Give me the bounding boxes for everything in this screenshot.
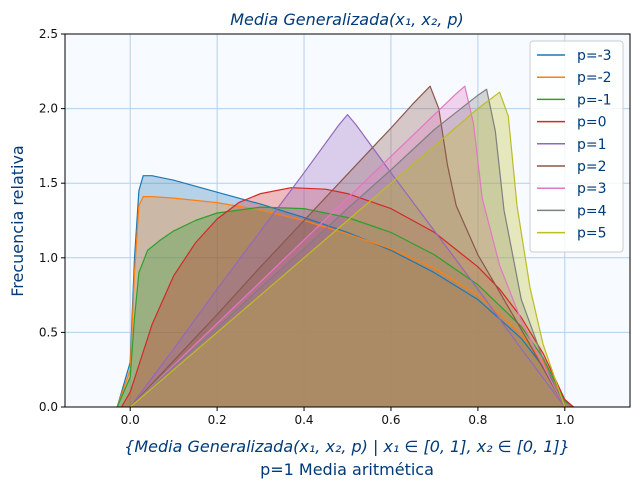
y-axis-label: Frecuencia relativa xyxy=(8,145,27,296)
x-tick-label: 0.4 xyxy=(294,413,313,427)
series-line-p=-3 xyxy=(116,175,574,408)
y-tick-label: 2.0 xyxy=(39,102,58,116)
area-fill-p=-2 xyxy=(117,196,574,407)
legend: p=-3 p=-2 p=-1 p=0 p=1 p=2 p=3 p=4 p=5 xyxy=(529,40,624,253)
legend-label-p=2: p=2 xyxy=(577,159,607,175)
series-line-p=2 xyxy=(129,85,566,408)
x-tick-label: 0.6 xyxy=(381,413,400,427)
y-tick-label: 0.0 xyxy=(39,400,58,414)
area-fill-p=0 xyxy=(121,187,574,407)
x-tick-label: 0.0 xyxy=(121,413,140,427)
area-fill-p=5 xyxy=(130,92,565,407)
legend-label-p=4: p=4 xyxy=(577,203,607,219)
x-axis-label: {Media Generalizada(x₁, x₂, p) | x₁ ∈ [0… xyxy=(124,437,570,456)
legend-label-p=5: p=5 xyxy=(577,226,607,242)
series-lines xyxy=(116,85,574,408)
legend-label-p=-3: p=-3 xyxy=(577,48,612,64)
legend-label-p=3: p=3 xyxy=(577,181,607,197)
area-fill-p=-1 xyxy=(117,207,574,407)
x-tick-label: 1.0 xyxy=(555,413,574,427)
legend-label-p=-1: p=-1 xyxy=(577,92,612,108)
area-fill-p=2 xyxy=(130,86,565,407)
x-tick-label: 0.8 xyxy=(468,413,487,427)
series-line-p=0 xyxy=(120,187,574,408)
area-fills xyxy=(117,86,574,407)
series-line-p=5 xyxy=(129,91,566,408)
legend-label-p=-2: p=-2 xyxy=(577,70,612,86)
area-fill-p=1 xyxy=(130,114,565,407)
x-axis-label-line2: p=1 Media aritmética xyxy=(260,460,434,479)
y-tick-label: 1.0 xyxy=(39,251,58,265)
series-line-p=4 xyxy=(129,88,566,408)
series-line-p=-2 xyxy=(116,196,574,408)
plot-frame xyxy=(64,33,631,408)
x-tick-label: 0.2 xyxy=(208,413,227,427)
chart-title: Media Generalizada(x₁, x₂, p) xyxy=(230,10,464,29)
y-tick-label: 1.5 xyxy=(39,176,58,190)
y-tick-label: 0.5 xyxy=(39,325,58,339)
y-tick-label: 2.5 xyxy=(39,27,58,41)
series-line-p=1 xyxy=(129,113,566,408)
area-fill-p=-3 xyxy=(117,175,574,407)
area-fill-p=3 xyxy=(130,86,565,407)
legend-box xyxy=(529,40,624,253)
area-fill-p=4 xyxy=(130,89,565,407)
legend-label-p=0: p=0 xyxy=(577,115,607,131)
x-axis-ticks: 0.0 0.2 0.4 0.6 0.8 1.0 xyxy=(121,407,574,427)
legend-label-p=1: p=1 xyxy=(577,137,607,153)
series-line-p=3 xyxy=(129,85,566,408)
series-line-p=-1 xyxy=(116,206,574,408)
y-axis-ticks: 0.0 0.5 1.0 1.5 2.0 2.5 xyxy=(39,27,65,414)
